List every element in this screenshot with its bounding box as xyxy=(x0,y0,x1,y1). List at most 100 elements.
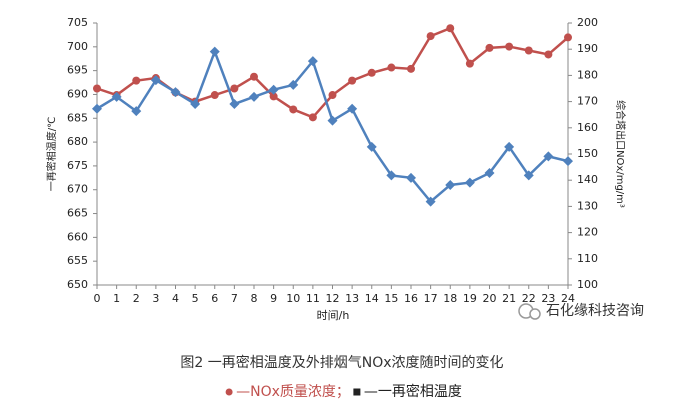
data-point xyxy=(524,46,533,55)
y-tick-label: 650 xyxy=(67,278,88,291)
data-point xyxy=(366,141,377,152)
legend-dash: — xyxy=(236,384,250,400)
data-point xyxy=(190,98,201,109)
data-point xyxy=(465,59,474,68)
legend-separator: ； xyxy=(336,384,350,400)
legend-dash: — xyxy=(364,384,378,400)
data-point xyxy=(268,84,279,95)
x-axis-label: 时间/h xyxy=(317,309,350,322)
data-point xyxy=(209,46,220,57)
series-line xyxy=(96,48,569,204)
y2-tick-label: 150 xyxy=(577,147,598,160)
data-point xyxy=(289,105,298,114)
x-tick-label: 11 xyxy=(306,292,320,305)
y2-tick-label: 130 xyxy=(577,199,598,212)
legend: —NOx质量浓度； —一再密相温度 xyxy=(222,383,462,400)
data-point xyxy=(93,84,101,93)
data-point xyxy=(229,98,240,109)
x-tick-label: 17 xyxy=(424,292,438,305)
data-point xyxy=(327,115,338,126)
x-tick-label: 19 xyxy=(463,292,477,305)
data-point xyxy=(544,50,553,59)
data-point xyxy=(348,76,357,85)
x-tick-label: 14 xyxy=(365,292,379,305)
legend-label: NOx质量浓度 xyxy=(250,384,336,400)
x-tick-label: 24 xyxy=(561,292,575,305)
data-point xyxy=(367,68,376,77)
data-point xyxy=(210,91,219,100)
legend-symbol xyxy=(225,388,233,396)
data-point xyxy=(563,156,573,167)
x-tick-label: 18 xyxy=(443,292,457,305)
x-tick-label: 1 xyxy=(113,292,120,305)
data-point xyxy=(250,72,258,81)
y2-tick-label: 140 xyxy=(577,173,598,186)
x-tick-label: 7 xyxy=(231,292,238,305)
x-tick-label: 8 xyxy=(251,292,258,305)
y2-tick-label: 100 xyxy=(577,278,598,291)
x-tick-label: 2 xyxy=(133,292,140,305)
data-point xyxy=(308,113,317,122)
watermark-icon xyxy=(518,303,541,320)
data-point xyxy=(505,42,514,51)
data-point xyxy=(347,103,358,114)
data-point xyxy=(249,91,259,102)
y-tick-label: 690 xyxy=(67,87,88,100)
data-point xyxy=(288,79,299,90)
x-tick-label: 0 xyxy=(94,292,101,305)
data-point xyxy=(523,170,534,181)
legend-symbol xyxy=(353,388,361,396)
y-tick-label: 700 xyxy=(67,40,88,53)
y2-tick-label: 190 xyxy=(577,42,598,55)
data-point xyxy=(230,84,239,93)
data-point xyxy=(387,63,396,72)
y2-tick-label: 170 xyxy=(577,95,598,108)
y2-tick-label: 180 xyxy=(577,68,598,81)
watermark: 石化缘科技咨询 xyxy=(546,303,644,319)
y2-tick-label: 200 xyxy=(577,16,598,29)
y2-axis-label: 综合塔出口NOx/mg/m³ xyxy=(614,100,627,208)
x-tick-label: 22 xyxy=(522,292,536,305)
y2-tick-label: 120 xyxy=(577,226,598,239)
y2-tick-label: 110 xyxy=(577,252,598,265)
x-tick-label: 6 xyxy=(211,292,218,305)
x-tick-label: 5 xyxy=(192,292,199,305)
x-tick-label: 23 xyxy=(541,292,555,305)
data-point xyxy=(504,141,515,152)
data-point xyxy=(446,24,455,33)
data-point xyxy=(543,151,554,162)
y-tick-label: 670 xyxy=(67,183,88,196)
y-tick-label: 655 xyxy=(67,254,88,267)
data-point xyxy=(407,64,415,73)
data-point xyxy=(406,172,416,183)
data-point xyxy=(111,91,122,102)
y2-tick-label: 160 xyxy=(577,121,598,134)
x-tick-label: 20 xyxy=(483,292,497,305)
x-tick-label: 9 xyxy=(270,292,277,305)
y-tick-label: 705 xyxy=(67,16,88,29)
data-point xyxy=(564,33,572,42)
y-tick-label: 695 xyxy=(67,64,88,77)
data-point xyxy=(386,170,397,181)
data-point xyxy=(131,106,142,117)
legend-label: 一再密相温度 xyxy=(378,383,462,400)
data-point xyxy=(485,43,494,52)
y-tick-label: 680 xyxy=(67,135,88,148)
x-tick-label: 3 xyxy=(152,292,159,305)
data-point xyxy=(445,179,456,190)
data-point xyxy=(464,177,475,188)
y-tick-label: 665 xyxy=(67,207,88,220)
x-tick-label: 13 xyxy=(345,292,359,305)
x-tick-label: 21 xyxy=(502,292,516,305)
data-point xyxy=(307,56,318,67)
y-tick-label: 660 xyxy=(67,230,88,243)
x-tick-label: 4 xyxy=(172,292,179,305)
x-tick-label: 10 xyxy=(286,292,300,305)
caption: 图2 一再密相温度及外排烟气NOx浓度随时间的变化 xyxy=(180,354,503,371)
data-point xyxy=(426,32,435,41)
data-point xyxy=(170,87,181,98)
data-point xyxy=(425,196,436,207)
x-tick-label: 12 xyxy=(326,292,340,305)
x-tick-label: 15 xyxy=(384,292,398,305)
